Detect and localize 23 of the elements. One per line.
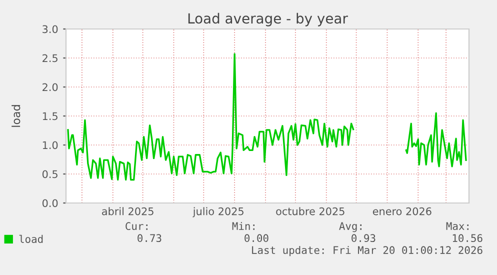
chart-title: Load average - by year [188, 12, 348, 26]
y-tick-label: 1.5 [42, 112, 58, 120]
y-tick-label: 2.0 [42, 83, 58, 92]
text: 0.00 [244, 234, 268, 242]
legend-label: load [19, 234, 43, 243]
y-tick-label: 0.5 [42, 170, 58, 178]
text: Cur: [126, 222, 148, 230]
y-tick-label: 3.0 [42, 25, 58, 34]
y-axis-title: load [12, 105, 20, 127]
text: Min: [232, 222, 254, 230]
x-tick-label: octubre 2025 [276, 207, 344, 216]
x-tick-label: julio 2025 [192, 207, 244, 218]
text: Last update: Fri Mar 20 01:00:12 2026 [252, 246, 482, 256]
y-tick-label: 2.5 [42, 54, 58, 62]
text: Avg: [339, 222, 362, 232]
x-tick-label: abril 2025 [102, 207, 154, 216]
x-tick-label: enero 2026 [372, 207, 432, 216]
text: Max: [446, 222, 468, 230]
text: 10.56 [452, 234, 482, 242]
text: 0.73 [138, 234, 162, 242]
y-tick-label: 0.0 [42, 199, 58, 208]
text: 0.93 [352, 234, 376, 242]
y-tick-label: 1.0 [42, 141, 58, 150]
